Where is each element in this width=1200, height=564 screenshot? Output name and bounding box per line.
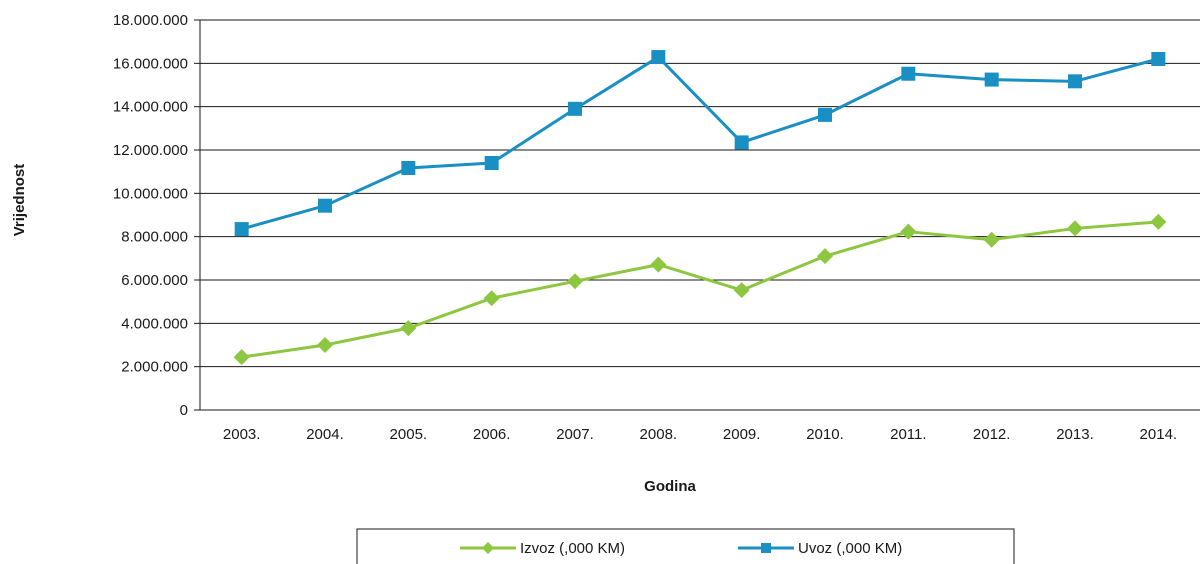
series-line: [241, 55, 1159, 231]
x-tick-label: 2006.: [473, 426, 511, 443]
data-point-diamond: [1150, 213, 1167, 230]
series-group: [233, 50, 1167, 366]
data-point-square: [234, 222, 249, 237]
x-tick-label: 2009.: [723, 426, 761, 443]
data-point-square: [484, 156, 499, 170]
data-point-diamond: [983, 231, 1000, 248]
x-tick-label: 2012.: [973, 426, 1011, 443]
series-uvoz: [234, 50, 1166, 237]
data-point-diamond: [233, 349, 250, 366]
legend-label: Uvoz (,000 KM): [798, 540, 902, 557]
y-tick-label: 14.000.000: [113, 99, 188, 116]
y-tick-label: 12.000.000: [113, 142, 188, 159]
data-point-diamond: [400, 320, 417, 337]
y-tick-label: 4.000.000: [121, 315, 188, 332]
series-line: [241, 220, 1159, 359]
data-point-square: [568, 101, 582, 116]
y-tick-labels: 0 2.000.000 4.000.000 6.000.000 8.000.000 10.…: [113, 12, 188, 419]
x-tick-label: 2011.: [890, 426, 926, 443]
data-point-diamond: [733, 282, 750, 299]
data-point-diamond: [482, 542, 494, 554]
legend-item: Izvoz (,000 KM): [460, 540, 625, 557]
y-axis-title: Vrijednost: [11, 164, 28, 237]
x-tick-label: 2007.: [556, 426, 594, 443]
data-point-diamond: [483, 290, 500, 307]
data-point-diamond: [1067, 220, 1083, 237]
data-point-square: [1068, 74, 1082, 89]
legend-item: Uvoz (,000 KM): [738, 540, 902, 557]
x-tick-label: 2004.: [306, 426, 344, 443]
y-tick-label: 18.000.000: [113, 12, 188, 29]
data-point-diamond: [567, 273, 583, 290]
data-point-diamond: [650, 256, 667, 273]
gridlines: [194, 19, 1200, 411]
data-point-square: [761, 543, 771, 553]
series-izvoz: [233, 213, 1167, 366]
legend-label: Izvoz (,000 KM): [520, 540, 625, 557]
legend: Izvoz (,000 KM) Uvoz (,000 KM): [356, 528, 1015, 564]
x-tick-labels: 2003. 2004. 2005. 2006. 2007. 2008. 2009. 2010.…: [223, 426, 1177, 443]
data-point-square: [651, 50, 666, 65]
data-point-square: [734, 135, 749, 150]
data-point-diamond: [317, 337, 333, 353]
y-tick-label: 16.000.000: [113, 55, 188, 72]
data-point-square: [901, 66, 916, 81]
y-tick-label: 0: [180, 402, 188, 419]
x-tick-label: 2010.: [806, 426, 844, 443]
x-tick-label: 2014.: [1140, 426, 1178, 443]
data-point-square: [984, 72, 999, 87]
data-point-square: [1151, 52, 1166, 66]
x-axis-title: Godina: [644, 478, 696, 495]
data-point-square: [318, 198, 332, 213]
axes: [199, 20, 1200, 411]
x-tick-label: 2013.: [1056, 426, 1094, 443]
data-point-square: [401, 160, 416, 175]
legend-box: [356, 528, 1015, 564]
x-tick-label: 2005.: [390, 426, 428, 443]
data-point-diamond: [817, 248, 833, 265]
y-tick-label: 2.000.000: [121, 359, 188, 376]
x-tick-label: 2008.: [640, 426, 678, 443]
y-tick-label: 8.000.000: [121, 229, 188, 246]
y-tick-label: 10.000.000: [113, 185, 188, 202]
x-tick-label: 2003.: [223, 426, 261, 443]
data-point-diamond: [900, 223, 917, 240]
data-point-square: [818, 107, 832, 122]
y-tick-label: 6.000.000: [121, 272, 188, 289]
